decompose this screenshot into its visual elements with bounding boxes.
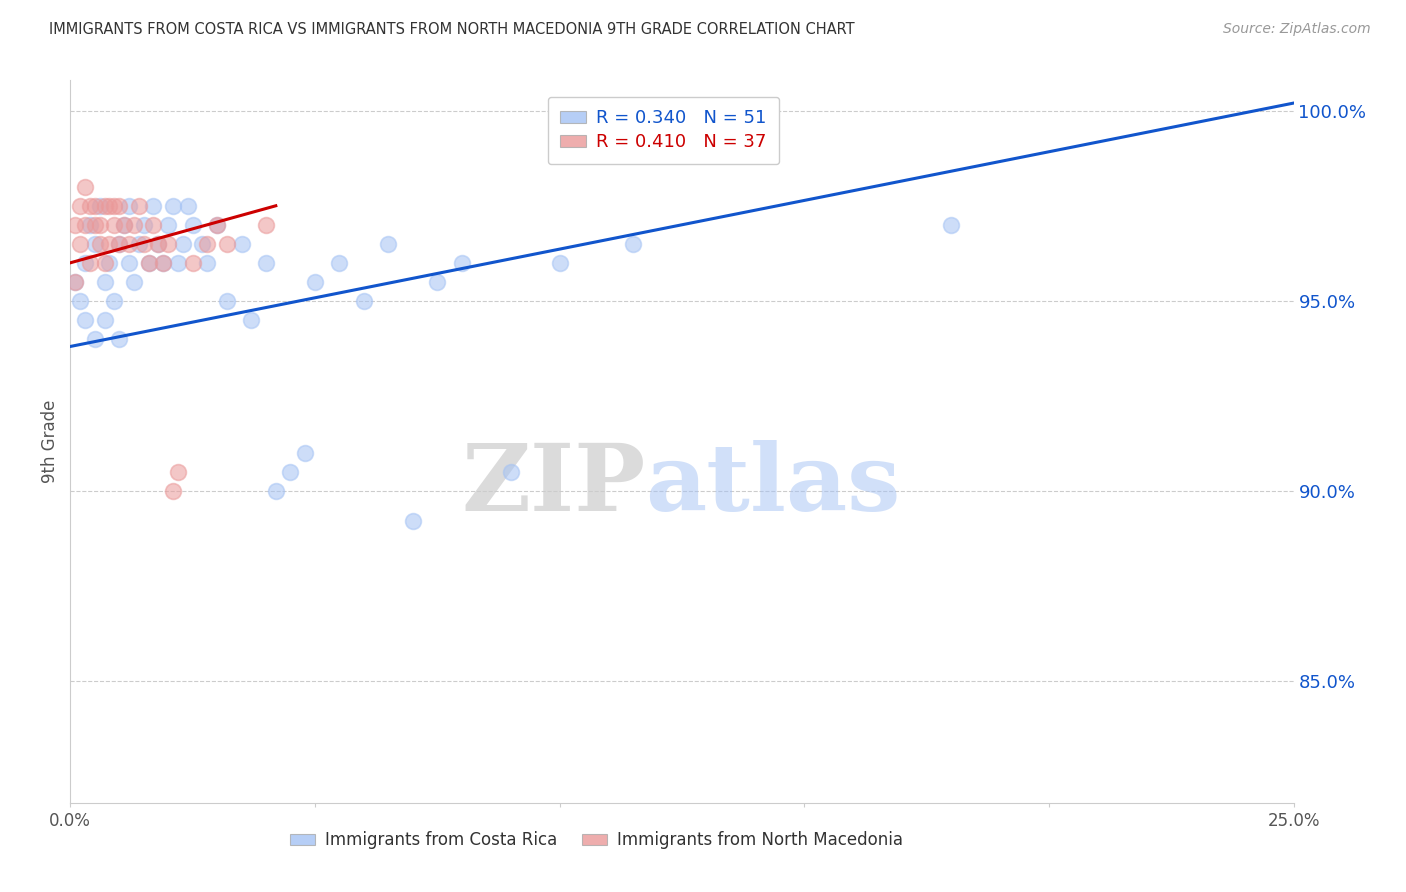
Point bbox=[63, 275, 86, 289]
Point bbox=[112, 218, 135, 232]
Text: IMMIGRANTS FROM COSTA RICA VS IMMIGRANTS FROM NORTH MACEDONIA 9TH GRADE CORRELAT: IMMIGRANTS FROM COSTA RICA VS IMMIGRANTS… bbox=[49, 22, 855, 37]
Point bbox=[103, 218, 125, 232]
Point bbox=[195, 236, 218, 251]
Point bbox=[79, 218, 101, 232]
Point bbox=[294, 446, 316, 460]
Point bbox=[205, 218, 228, 232]
Point bbox=[108, 236, 131, 251]
Point bbox=[98, 199, 121, 213]
Point bbox=[83, 199, 105, 213]
Point bbox=[142, 218, 165, 232]
Point bbox=[89, 236, 111, 251]
Point bbox=[205, 218, 228, 232]
Point bbox=[353, 293, 375, 308]
Point bbox=[191, 236, 214, 251]
Point bbox=[195, 256, 218, 270]
Point bbox=[132, 236, 155, 251]
Point bbox=[89, 218, 111, 232]
Point bbox=[264, 483, 287, 498]
Point bbox=[162, 199, 184, 213]
Point bbox=[621, 236, 644, 251]
Point bbox=[79, 199, 101, 213]
Point bbox=[377, 236, 399, 251]
Point bbox=[93, 256, 115, 270]
Point bbox=[69, 199, 91, 213]
Point bbox=[152, 256, 174, 270]
Point bbox=[181, 218, 204, 232]
Point bbox=[128, 199, 150, 213]
Point bbox=[118, 236, 141, 251]
Point bbox=[240, 313, 263, 327]
Point bbox=[83, 218, 105, 232]
Point bbox=[157, 218, 180, 232]
Point bbox=[103, 293, 125, 308]
Point bbox=[98, 236, 121, 251]
Text: atlas: atlas bbox=[645, 440, 901, 530]
Point bbox=[73, 256, 96, 270]
Point bbox=[108, 199, 131, 213]
Point bbox=[138, 256, 160, 270]
Point bbox=[426, 275, 449, 289]
Point bbox=[83, 332, 105, 346]
Point bbox=[63, 218, 86, 232]
Text: ZIP: ZIP bbox=[461, 440, 645, 530]
Point bbox=[73, 218, 96, 232]
Point bbox=[73, 313, 96, 327]
Point bbox=[254, 256, 277, 270]
Point bbox=[939, 218, 962, 232]
Point bbox=[157, 236, 180, 251]
Point bbox=[93, 275, 115, 289]
Point bbox=[89, 199, 111, 213]
Point bbox=[112, 218, 135, 232]
Point bbox=[83, 236, 105, 251]
Point bbox=[69, 236, 91, 251]
Point bbox=[215, 293, 238, 308]
Point bbox=[69, 293, 91, 308]
Point bbox=[167, 465, 190, 479]
Point bbox=[254, 218, 277, 232]
Point bbox=[93, 199, 115, 213]
Point bbox=[167, 256, 190, 270]
Point bbox=[280, 465, 302, 479]
Point bbox=[63, 275, 86, 289]
Point bbox=[108, 236, 131, 251]
Point bbox=[402, 515, 425, 529]
Point bbox=[148, 236, 170, 251]
Point bbox=[132, 218, 155, 232]
Point bbox=[148, 236, 170, 251]
Point bbox=[118, 199, 141, 213]
Point bbox=[548, 256, 571, 270]
Point bbox=[108, 332, 131, 346]
Point bbox=[181, 256, 204, 270]
Point bbox=[103, 199, 125, 213]
Point bbox=[128, 236, 150, 251]
Point bbox=[172, 236, 194, 251]
Point bbox=[98, 256, 121, 270]
Point bbox=[93, 313, 115, 327]
Point bbox=[304, 275, 326, 289]
Point bbox=[73, 179, 96, 194]
Point bbox=[142, 199, 165, 213]
Point bbox=[152, 256, 174, 270]
Y-axis label: 9th Grade: 9th Grade bbox=[41, 400, 59, 483]
Point bbox=[215, 236, 238, 251]
Point bbox=[122, 275, 145, 289]
Point bbox=[328, 256, 350, 270]
Point bbox=[177, 199, 200, 213]
Point bbox=[118, 256, 141, 270]
Legend: Immigrants from Costa Rica, Immigrants from North Macedonia: Immigrants from Costa Rica, Immigrants f… bbox=[283, 824, 910, 856]
Point bbox=[79, 256, 101, 270]
Point bbox=[450, 256, 472, 270]
Point bbox=[162, 483, 184, 498]
Point bbox=[499, 465, 522, 479]
Point bbox=[122, 218, 145, 232]
Point bbox=[231, 236, 253, 251]
Point bbox=[138, 256, 160, 270]
Text: Source: ZipAtlas.com: Source: ZipAtlas.com bbox=[1223, 22, 1371, 37]
